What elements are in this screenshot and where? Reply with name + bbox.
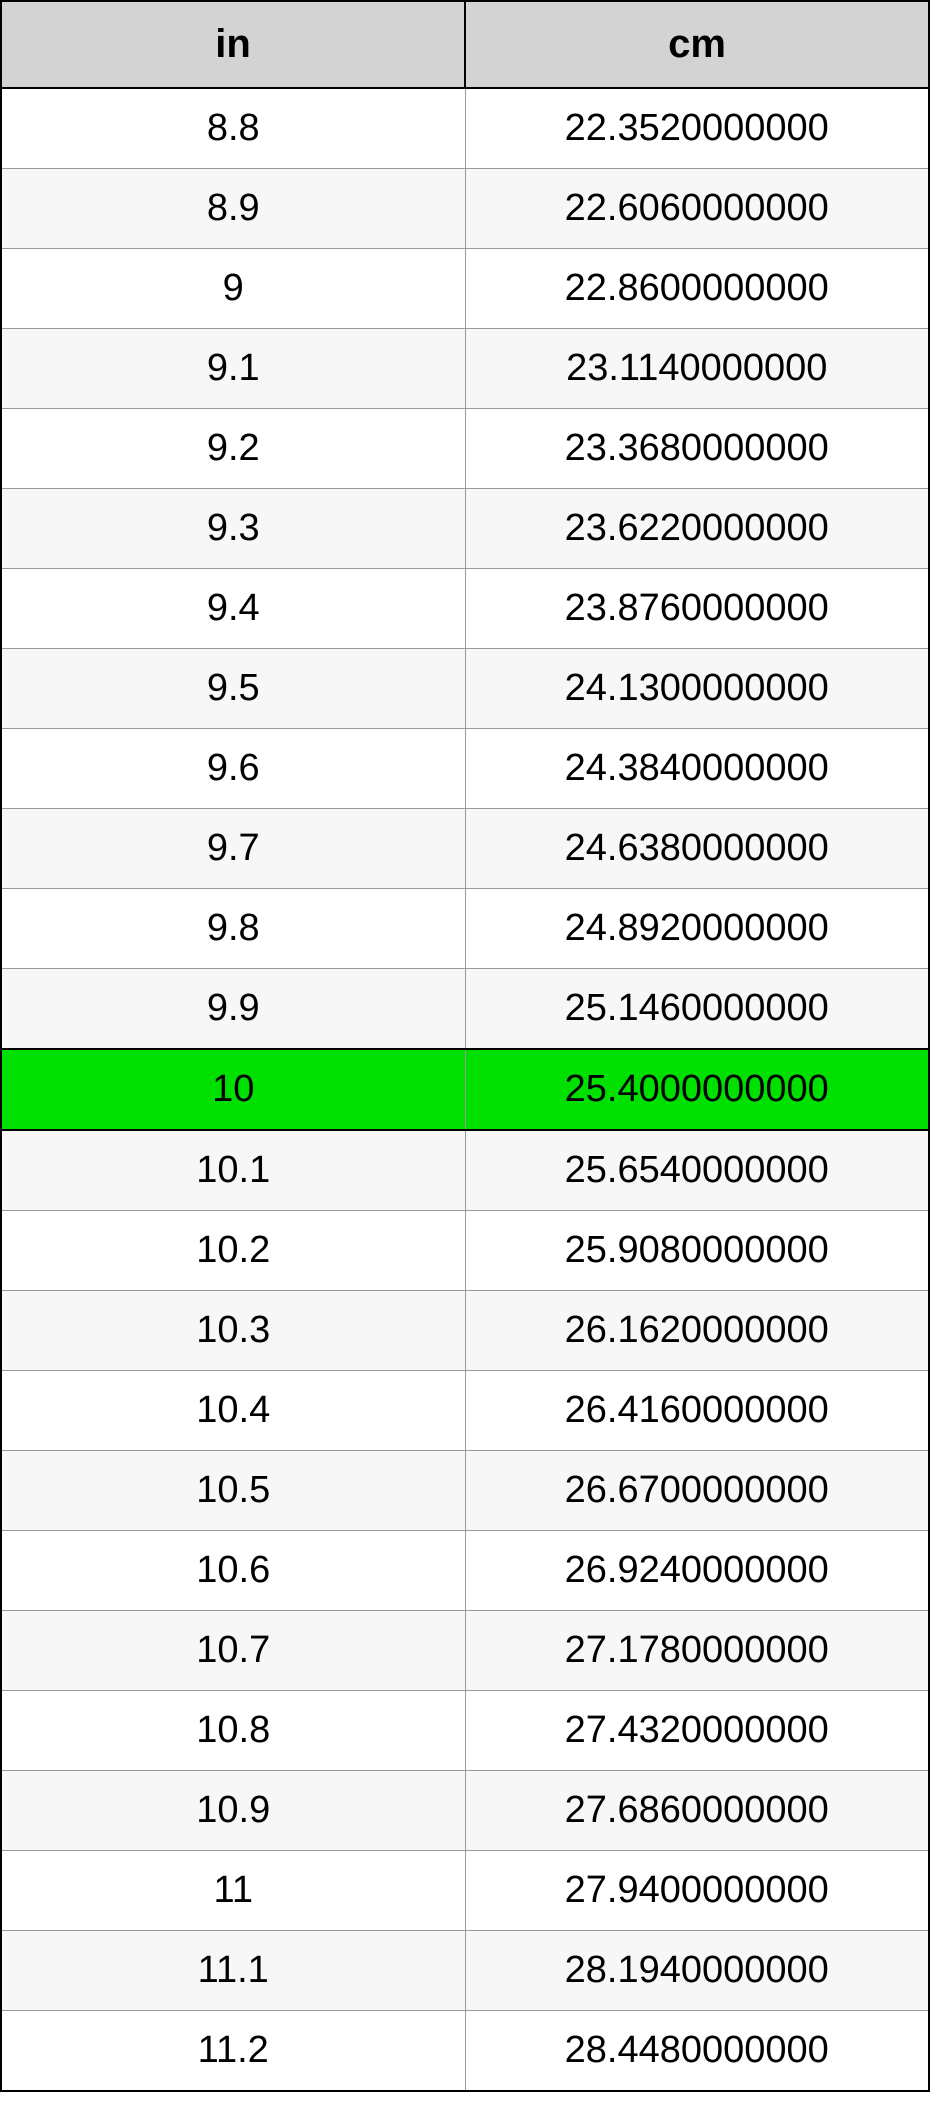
cell-cm: 23.8760000000 <box>465 569 929 649</box>
table-row: 10.5 26.6700000000 <box>1 1451 929 1531</box>
cell-cm: 26.1620000000 <box>465 1291 929 1371</box>
table-row: 10.6 26.9240000000 <box>1 1531 929 1611</box>
cell-in: 11.1 <box>1 1931 465 2011</box>
cell-cm: 23.6220000000 <box>465 489 929 569</box>
cell-in: 9.8 <box>1 889 465 969</box>
cell-in: 10.3 <box>1 1291 465 1371</box>
column-header-in: in <box>1 1 465 88</box>
cell-cm: 27.1780000000 <box>465 1611 929 1691</box>
table-row: 8.8 22.3520000000 <box>1 88 929 169</box>
table-row: 10.8 27.4320000000 <box>1 1691 929 1771</box>
table-body: 8.8 22.3520000000 8.9 22.6060000000 9 22… <box>1 88 929 2091</box>
cell-cm: 25.6540000000 <box>465 1130 929 1211</box>
cell-in: 11 <box>1 1851 465 1931</box>
cell-in: 9.1 <box>1 329 465 409</box>
cell-in: 9.7 <box>1 809 465 889</box>
cell-in: 10.8 <box>1 1691 465 1771</box>
cell-cm: 27.4320000000 <box>465 1691 929 1771</box>
table-header-row: in cm <box>1 1 929 88</box>
table-row: 8.9 22.6060000000 <box>1 169 929 249</box>
table-row: 9.6 24.3840000000 <box>1 729 929 809</box>
conversion-table: in cm 8.8 22.3520000000 8.9 22.606000000… <box>0 0 930 2092</box>
cell-in: 9.9 <box>1 969 465 1050</box>
table-row: 11.1 28.1940000000 <box>1 1931 929 2011</box>
cell-in: 11.2 <box>1 2011 465 2092</box>
table-row: 9.2 23.3680000000 <box>1 409 929 489</box>
cell-cm: 27.9400000000 <box>465 1851 929 1931</box>
cell-in: 8.8 <box>1 88 465 169</box>
cell-cm: 24.8920000000 <box>465 889 929 969</box>
table-row: 10.1 25.6540000000 <box>1 1130 929 1211</box>
cell-in: 10.4 <box>1 1371 465 1451</box>
cell-in: 9.6 <box>1 729 465 809</box>
cell-in: 10.1 <box>1 1130 465 1211</box>
cell-cm: 22.6060000000 <box>465 169 929 249</box>
cell-in: 10.2 <box>1 1211 465 1291</box>
cell-in: 9.4 <box>1 569 465 649</box>
cell-in: 9.3 <box>1 489 465 569</box>
cell-cm: 24.1300000000 <box>465 649 929 729</box>
cell-cm: 23.3680000000 <box>465 409 929 489</box>
table-row: 10.2 25.9080000000 <box>1 1211 929 1291</box>
table-row: 10.7 27.1780000000 <box>1 1611 929 1691</box>
table-row: 11 27.9400000000 <box>1 1851 929 1931</box>
cell-in: 10.7 <box>1 1611 465 1691</box>
cell-cm: 25.4000000000 <box>465 1049 929 1130</box>
cell-cm: 23.1140000000 <box>465 329 929 409</box>
cell-cm: 24.3840000000 <box>465 729 929 809</box>
cell-cm: 28.4480000000 <box>465 2011 929 2092</box>
table-row: 11.2 28.4480000000 <box>1 2011 929 2092</box>
cell-in: 9 <box>1 249 465 329</box>
cell-in: 10.6 <box>1 1531 465 1611</box>
column-header-cm: cm <box>465 1 929 88</box>
table-row: 9.9 25.1460000000 <box>1 969 929 1050</box>
cell-cm: 27.6860000000 <box>465 1771 929 1851</box>
cell-in: 9.5 <box>1 649 465 729</box>
cell-in: 8.9 <box>1 169 465 249</box>
cell-cm: 25.9080000000 <box>465 1211 929 1291</box>
cell-in: 10.5 <box>1 1451 465 1531</box>
table-row: 10.4 26.4160000000 <box>1 1371 929 1451</box>
cell-cm: 24.6380000000 <box>465 809 929 889</box>
table-row: 9.8 24.8920000000 <box>1 889 929 969</box>
cell-cm: 22.3520000000 <box>465 88 929 169</box>
table-row: 9.1 23.1140000000 <box>1 329 929 409</box>
table-row: 10.9 27.6860000000 <box>1 1771 929 1851</box>
cell-cm: 26.4160000000 <box>465 1371 929 1451</box>
cell-in: 10 <box>1 1049 465 1130</box>
table-row-highlighted: 10 25.4000000000 <box>1 1049 929 1130</box>
cell-cm: 26.9240000000 <box>465 1531 929 1611</box>
cell-cm: 28.1940000000 <box>465 1931 929 2011</box>
table-row: 10.3 26.1620000000 <box>1 1291 929 1371</box>
table-row: 9.5 24.1300000000 <box>1 649 929 729</box>
table-row: 9.7 24.6380000000 <box>1 809 929 889</box>
table-row: 9.4 23.8760000000 <box>1 569 929 649</box>
table-row: 9.3 23.6220000000 <box>1 489 929 569</box>
cell-in: 9.2 <box>1 409 465 489</box>
cell-cm: 22.8600000000 <box>465 249 929 329</box>
cell-in: 10.9 <box>1 1771 465 1851</box>
table-row: 9 22.8600000000 <box>1 249 929 329</box>
cell-cm: 26.6700000000 <box>465 1451 929 1531</box>
cell-cm: 25.1460000000 <box>465 969 929 1050</box>
